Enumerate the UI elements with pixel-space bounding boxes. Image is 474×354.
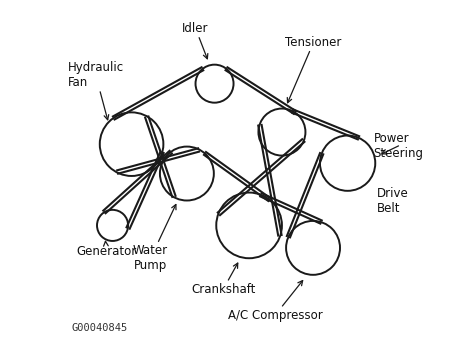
Text: Drive
Belt: Drive Belt [377, 187, 409, 215]
Text: Tensioner: Tensioner [285, 36, 342, 103]
Text: Hydraulic
Fan: Hydraulic Fan [68, 61, 124, 120]
Text: Idler: Idler [182, 22, 209, 59]
Text: Water
Pump: Water Pump [133, 205, 176, 272]
Text: Crankshaft: Crankshaft [191, 263, 255, 296]
Text: Power
Steering: Power Steering [374, 132, 424, 160]
Text: A/C Compressor: A/C Compressor [228, 281, 322, 322]
Text: Generator: Generator [76, 241, 137, 258]
Text: G00040845: G00040845 [71, 322, 128, 332]
